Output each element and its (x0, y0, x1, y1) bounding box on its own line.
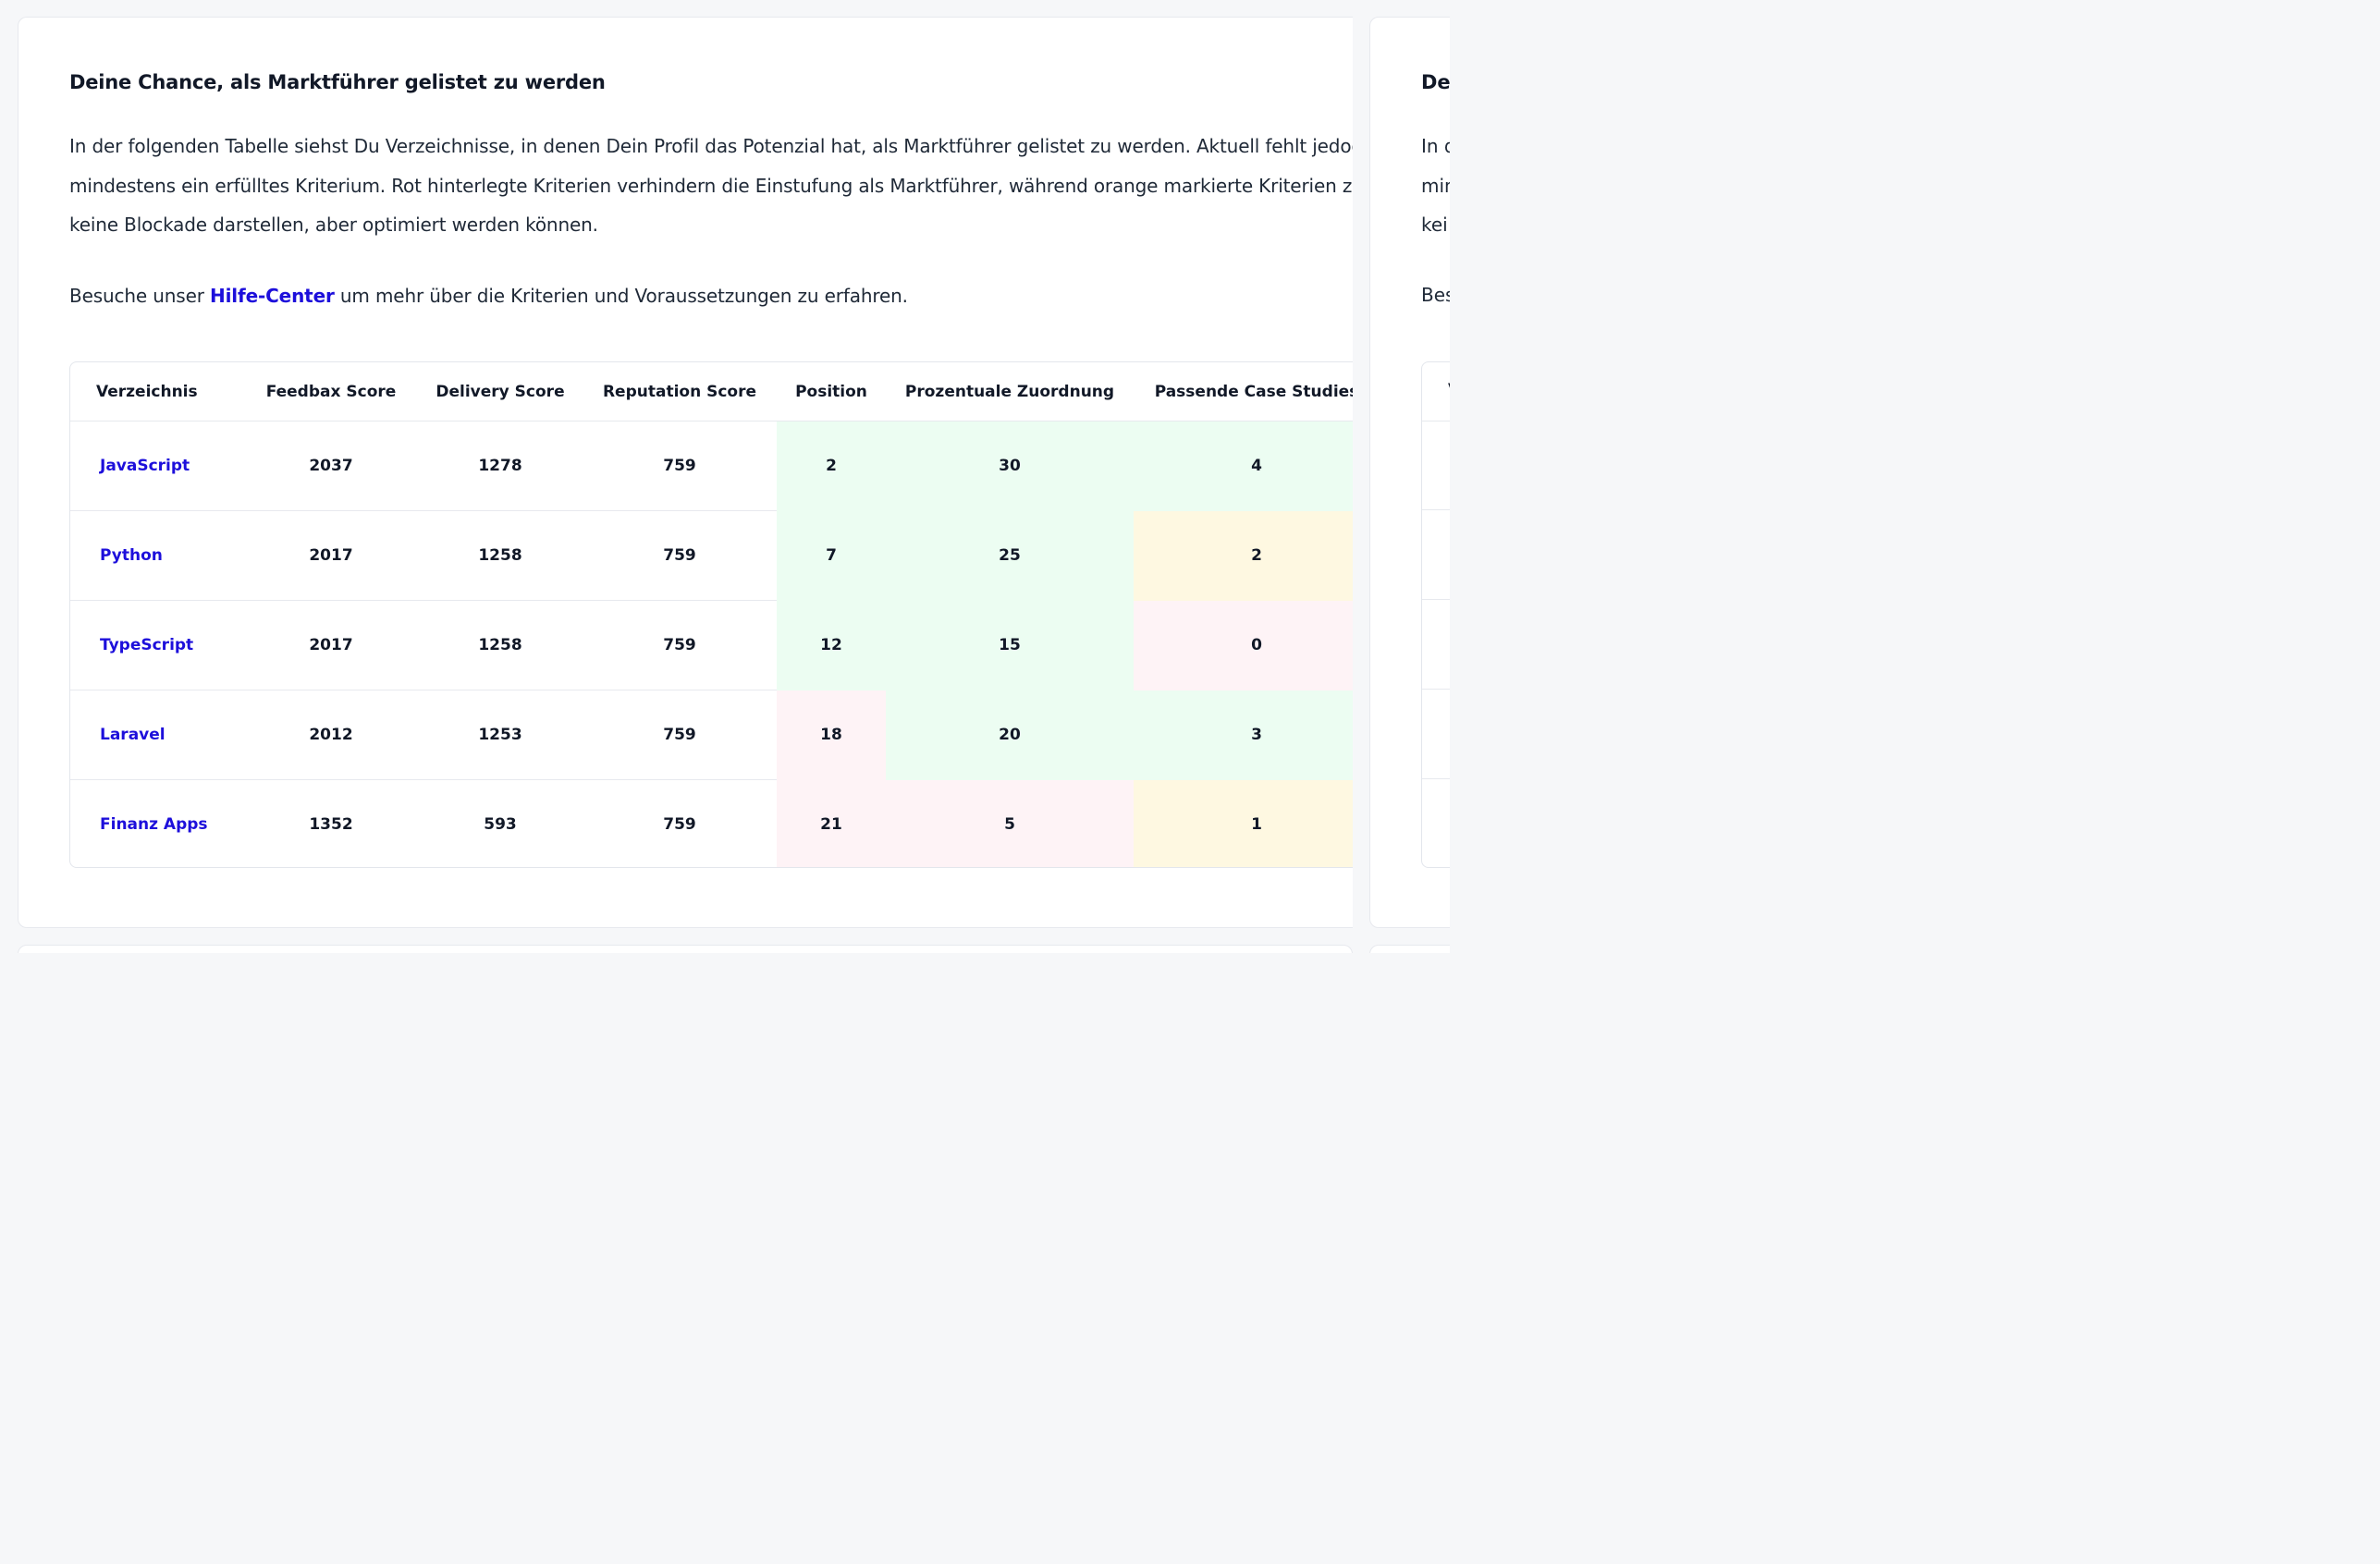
delivery-score-cell: 1253 (418, 690, 583, 780)
delivery-score-cell: 593 (484, 814, 517, 834)
zuordnung-cell: 5 (886, 779, 1134, 867)
delivery-score-cell: 1258 (418, 600, 583, 690)
intro-line: keine Blockade darstellen, aber optimier… (69, 214, 598, 236)
secondary-card-title: De (1421, 71, 1450, 93)
table-divider (1422, 689, 1450, 690)
reputation-score-cell: 759 (583, 510, 777, 601)
feedbax-score-cell: 2012 (244, 690, 418, 780)
feedbax-score-cell: 2017 (244, 510, 418, 601)
page: Deine Chance, als Marktführer gelistet z… (0, 0, 1450, 953)
secondary-table: V (1421, 361, 1450, 868)
directory-cell: Python (70, 510, 244, 601)
delivery-score-cell: 1258 (418, 510, 583, 601)
directory-link[interactable]: Python (100, 546, 163, 565)
help-center-link[interactable]: Hilfe-Center (210, 284, 335, 307)
card-content: Deine Chance, als Marktführer gelistet z… (69, 69, 1353, 309)
reputation-score-cell: 759 (583, 421, 777, 511)
case-studies-cell: 2 (1134, 510, 1353, 601)
reputation-score-cell: 759 (663, 814, 696, 834)
feedbax-score-cell: 2037 (244, 421, 418, 511)
table-header-row: Verzeichnis Feedbax Score Delivery Score… (70, 362, 1353, 422)
directory-cell: JavaScript (70, 421, 244, 511)
position-cell: 2 (777, 421, 886, 511)
table-row: Python 2017 1258 759 7 25 2 (70, 510, 1353, 601)
header-verzeichnis[interactable]: Verzeichnis (70, 362, 244, 422)
help-prefix: Besuche unser (69, 284, 211, 307)
case-studies-cell: 3 (1134, 690, 1353, 780)
directory-link[interactable]: JavaScript (100, 457, 190, 475)
header-position[interactable]: Position (777, 362, 886, 422)
table-row: TypeScript 2017 1258 759 12 15 0 (70, 600, 1353, 690)
header-feedbax-score[interactable]: Feedbax Score (244, 362, 418, 422)
position-cell: 7 (777, 510, 886, 601)
table-divider (1422, 421, 1450, 422)
help-suffix: um mehr über die Kriterien und Vorausset… (334, 284, 908, 307)
next-card (18, 945, 1353, 953)
position-cell: 21 (777, 779, 886, 867)
zuordnung-cell: 15 (886, 600, 1134, 690)
table-divider (1422, 509, 1450, 510)
table-divider (1422, 599, 1450, 600)
secondary-help-text: Bes (1421, 284, 1450, 306)
secondary-card: De In d min kei Bes V (1369, 17, 1450, 928)
position-cell: 12 (777, 600, 886, 690)
intro-line: In der folgenden Tabelle siehst Du Verze… (69, 135, 1353, 157)
zuordnung-cell: 20 (886, 690, 1134, 780)
directory-cell: Laravel (70, 690, 244, 780)
directory-link[interactable]: TypeScript (100, 636, 194, 654)
case-studies-cell: 1 (1134, 779, 1353, 867)
zuordnung-cell: 25 (886, 510, 1134, 601)
header-delivery-score[interactable]: Delivery Score (418, 362, 583, 422)
feedbax-score-cell: 1352 (309, 814, 353, 834)
zuordnung-cell: 30 (886, 421, 1134, 511)
secondary-intro-text: In d min kei (1421, 127, 1450, 245)
header-reputation-score[interactable]: Reputation Score (583, 362, 777, 422)
reputation-score-cell: 759 (583, 600, 777, 690)
intro-line: kei (1421, 214, 1448, 236)
directories-table: Verzeichnis Feedbax Score Delivery Score… (69, 361, 1353, 868)
intro-line: mindestens ein erfülltes Kriterium. Rot … (69, 174, 1353, 197)
table-row: Finanz Apps 1352 593 759 21 5 1 (70, 779, 1353, 868)
directory-link[interactable]: Finanz Apps (100, 814, 208, 834)
table-row: JavaScript 2037 1278 759 2 30 4 (70, 421, 1353, 511)
help-center-text: Besuche unser Hilfe-Center um mehr über … (69, 283, 1353, 309)
header-prozentuale-zuordnung[interactable]: Prozentuale Zuordnung (886, 362, 1134, 422)
next-secondary-card (1369, 945, 1450, 953)
directory-link[interactable]: Laravel (100, 726, 166, 744)
header-passende-case-studies[interactable]: Passende Case Studies (1134, 362, 1353, 422)
position-cell: 18 (777, 690, 886, 780)
case-studies-cell: 4 (1134, 421, 1353, 511)
table-row: Laravel 2012 1253 759 18 20 3 (70, 690, 1353, 780)
reputation-score-cell: 759 (583, 690, 777, 780)
directory-cell: Finanz Apps (70, 780, 244, 868)
secondary-table-header: V (1448, 381, 1450, 399)
directories-table-grid: Verzeichnis Feedbax Score Delivery Score… (70, 362, 1353, 868)
case-studies-cell: 0 (1134, 600, 1353, 690)
delivery-score-cell: 1278 (418, 421, 583, 511)
intro-line: In d (1421, 135, 1450, 157)
directory-cell: TypeScript (70, 600, 244, 690)
intro-text: In der folgenden Tabelle siehst Du Verze… (69, 127, 1353, 245)
intro-line: min (1421, 174, 1450, 197)
table-divider (1422, 778, 1450, 779)
section-title: Deine Chance, als Marktführer gelistet z… (69, 71, 606, 93)
leader-chance-card: Deine Chance, als Marktführer gelistet z… (18, 17, 1353, 928)
feedbax-score-cell: 2017 (244, 600, 418, 690)
